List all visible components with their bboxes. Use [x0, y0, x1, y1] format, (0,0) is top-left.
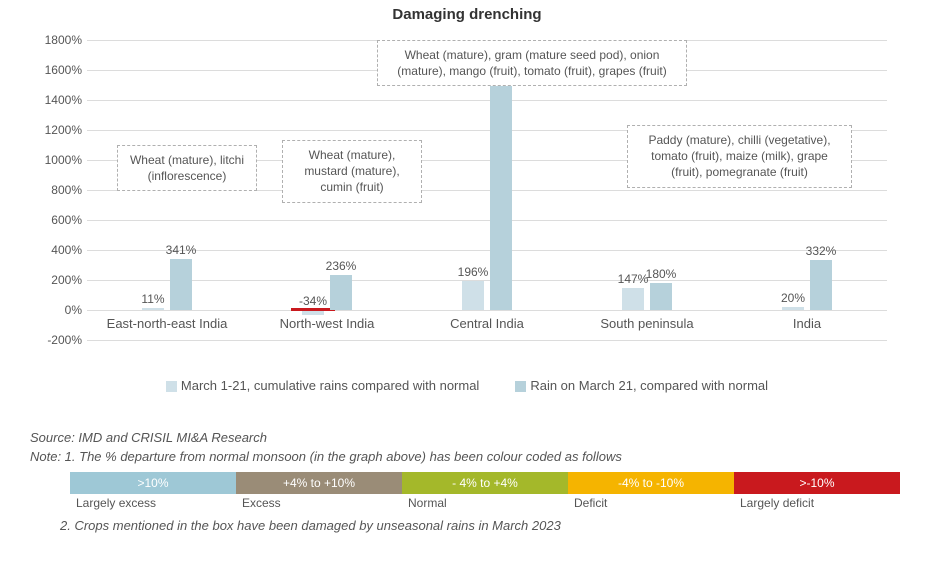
bar — [330, 275, 352, 310]
notes-section: Source: IMD and CRISIL MI&A Research Not… — [30, 430, 910, 533]
y-tick-label: 1000% — [27, 153, 82, 167]
scale-cell: >-10%Largely deficit — [734, 472, 900, 510]
color-scale: >10%Largely excess+4% to +10%Excess- 4% … — [70, 472, 900, 510]
scale-range: >-10% — [734, 472, 900, 494]
y-tick-label: 1400% — [27, 93, 82, 107]
gridline — [87, 310, 887, 311]
chart-title: Damaging drenching — [17, 0, 917, 23]
bar — [462, 281, 484, 310]
callout-box: Wheat (mature), gram (mature seed pod), … — [377, 40, 687, 86]
bar — [170, 259, 192, 310]
x-tick-label: North-west India — [250, 316, 404, 331]
note-1: Note: 1. The % departure from normal mon… — [30, 449, 910, 464]
scale-range: >10% — [70, 472, 236, 494]
bar-value-label: 332% — [791, 244, 851, 258]
legend-swatch — [515, 381, 526, 392]
scale-cell: +4% to +10%Excess — [236, 472, 402, 510]
bar — [650, 283, 672, 310]
bar-value-label: 236% — [311, 259, 371, 273]
scale-label: Deficit — [568, 494, 734, 510]
bar — [622, 288, 644, 310]
y-tick-label: 600% — [27, 213, 82, 227]
note-2: 2. Crops mentioned in the box have been … — [30, 518, 910, 533]
bar-value-label: 180% — [631, 267, 691, 281]
scale-range: -4% to -10% — [568, 472, 734, 494]
y-tick-label: 1800% — [27, 33, 82, 47]
gridline — [87, 340, 887, 341]
y-tick-label: 1200% — [27, 123, 82, 137]
legend-label: March 1-21, cumulative rains compared wi… — [181, 378, 479, 393]
x-tick-label: East-north-east India — [90, 316, 244, 331]
gridline — [87, 220, 887, 221]
scale-range: +4% to +10% — [236, 472, 402, 494]
bar — [490, 70, 512, 310]
y-tick-label: -200% — [27, 333, 82, 347]
x-tick-label: South peninsula — [570, 316, 724, 331]
callout-box: Wheat (mature), mustard (mature), cumin … — [282, 140, 422, 203]
callout-box: Paddy (mature), chilli (vegetative), tom… — [627, 125, 852, 188]
y-tick-label: 1600% — [27, 63, 82, 77]
bar-value-label: 341% — [151, 243, 211, 257]
bar — [810, 260, 832, 310]
scale-label: Largely deficit — [734, 494, 900, 510]
y-tick-label: 400% — [27, 243, 82, 257]
plot-area: East-north-east India11%341%North-west I… — [87, 40, 887, 340]
scale-cell: -4% to -10%Deficit — [568, 472, 734, 510]
scale-cell: - 4% to +4%Normal — [402, 472, 568, 510]
scale-cell: >10%Largely excess — [70, 472, 236, 510]
scale-label: Excess — [236, 494, 402, 510]
legend-item: March 1-21, cumulative rains compared wi… — [166, 378, 479, 393]
scale-range: - 4% to +4% — [402, 472, 568, 494]
bar — [782, 307, 804, 310]
source-text: Source: IMD and CRISIL MI&A Research — [30, 430, 910, 445]
chart-container: Damaging drenching East-north-east India… — [17, 0, 917, 420]
scale-label: Normal — [402, 494, 568, 510]
legend-swatch — [166, 381, 177, 392]
legend-label: Rain on March 21, compared with normal — [530, 378, 768, 393]
gridline — [87, 100, 887, 101]
y-tick-label: 800% — [27, 183, 82, 197]
x-tick-label: Central India — [410, 316, 564, 331]
legend-item: Rain on March 21, compared with normal — [515, 378, 768, 393]
y-tick-label: 0% — [27, 303, 82, 317]
legend: March 1-21, cumulative rains compared wi… — [17, 378, 917, 393]
callout-box: Wheat (mature), litchi (inflorescence) — [117, 145, 257, 191]
gridline — [87, 280, 887, 281]
scale-label: Largely excess — [70, 494, 236, 510]
bar — [142, 308, 164, 310]
x-tick-label: India — [730, 316, 884, 331]
negative-marker — [291, 308, 335, 311]
y-tick-label: 200% — [27, 273, 82, 287]
